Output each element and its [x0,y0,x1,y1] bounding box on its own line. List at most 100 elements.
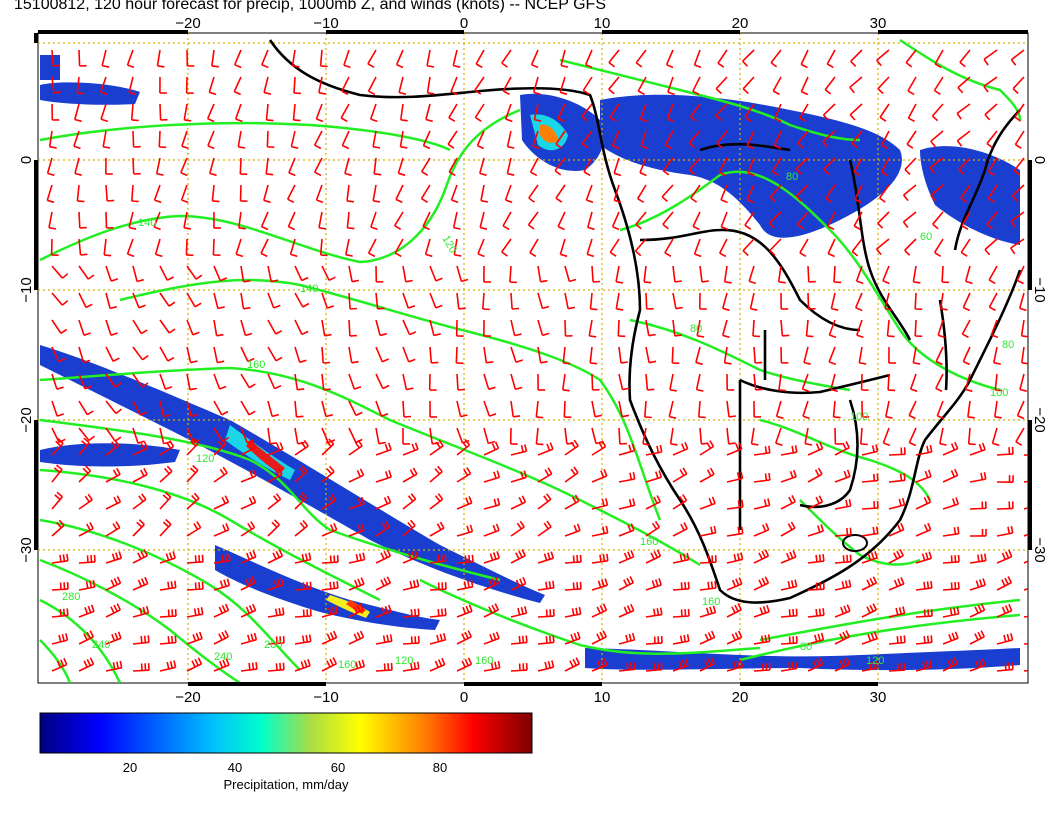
wind-barb [260,211,269,228]
wind-barb-flag [235,118,243,123]
wind-barb [555,184,566,199]
wind-barb-flag [822,114,829,121]
wind-barb-flag [855,306,863,312]
wind-barb [99,76,107,93]
wind-barb-flag [679,554,683,562]
wind-barb [483,447,499,456]
wind-barb [933,238,944,254]
wind-barb-flag [275,550,281,558]
wind-barb [699,636,715,645]
wind-barb-flag [856,334,864,339]
wind-barb-flag [590,362,598,365]
wind-barb [861,582,877,591]
contour-label: 160 [247,359,265,371]
wind-barb [969,609,985,618]
wind-barb [240,581,256,591]
wind-barb [645,642,663,645]
wind-barb-flag [131,119,139,122]
wind-barb-flag [978,659,983,667]
wind-barb [429,319,435,336]
wind-barb [321,470,335,483]
wind-barb-flag [336,581,339,589]
wind-barb-flag [113,439,120,446]
wind-barb-flag [879,116,887,122]
wind-barb-flag [450,91,458,96]
wind-barb-flag [543,553,548,561]
wind-barb [213,319,218,336]
wind-barb-flag [355,554,359,562]
wind-barb-flag [492,524,497,532]
wind-barb-flag [228,553,231,562]
wind-barb [564,561,582,564]
wind-barb-flag [954,555,957,563]
wind-barb [211,49,215,67]
wind-barb-flag [621,414,630,418]
wind-barb [420,184,431,200]
wind-barb-flag [664,252,672,257]
wind-barb [207,130,215,147]
wind-barb-flag [496,497,501,506]
wind-barb-flag [575,657,581,665]
wind-barb [772,76,782,92]
wind-barb-flag [181,199,189,204]
wind-barb [456,373,459,391]
wind-barb-flag [751,443,759,446]
wind-barb-flag [718,171,726,177]
wind-barb-flag [720,199,728,204]
wind-barb-flag [962,306,971,312]
wind-barb [343,49,350,66]
wind-barb [483,346,488,363]
wind-barb [321,292,328,309]
wind-barb-flag [1011,446,1014,454]
contour-label: 80 [690,323,702,335]
wind-barb [294,497,308,510]
wind-barb-flag [100,118,109,123]
wind-barb-flag [198,631,203,639]
wind-barb [557,103,566,119]
wind-barb-flag [505,118,513,123]
wind-barb [645,526,660,537]
wind-barb [456,265,463,282]
wind-barb [618,529,635,537]
wind-barb-flag [1010,525,1014,534]
wind-barb-flag [933,89,941,95]
wind-barb-flag [387,663,390,671]
wind-barb [456,502,473,510]
wind-barb-flag [1037,498,1039,505]
wind-barb-flag [505,199,513,204]
wind-barb [969,478,986,483]
wind-barb [159,373,167,390]
wind-barb-flag [301,554,305,562]
wind-barb-flag [496,470,501,478]
wind-barb [105,400,117,414]
wind-barb-flag [118,551,123,559]
wind-barb-flag [875,444,879,452]
wind-barb-flag [275,493,282,500]
wind-barb [799,238,809,254]
wind-barb-flag [868,662,872,670]
wind-barb [942,561,960,564]
wind-barb-flag [170,581,174,589]
wind-barb-flag [678,661,683,669]
wind-barb-flag [664,144,672,150]
wind-barb [321,443,335,456]
wind-barb-flag [1004,551,1010,559]
wind-barb-flag [409,469,415,477]
wind-barb [429,498,444,510]
wind-barb-flag [842,659,848,667]
wind-barb-flag [224,495,230,503]
wind-barb [699,445,714,456]
wind-barb-flag [427,92,435,95]
wind-barb-flag [978,443,983,452]
contour-label: 200 [264,639,282,651]
wind-barb [51,442,64,456]
wind-barb [429,560,446,564]
wind-barb [367,238,377,254]
wind-barb [265,157,269,174]
wind-barb-flag [885,415,893,419]
wind-barb-flag [53,64,61,67]
wind-barb-flag [83,633,88,641]
wind-barb-flag [948,634,953,642]
wind-barb [452,49,458,66]
wind-barb-flag [801,90,809,96]
